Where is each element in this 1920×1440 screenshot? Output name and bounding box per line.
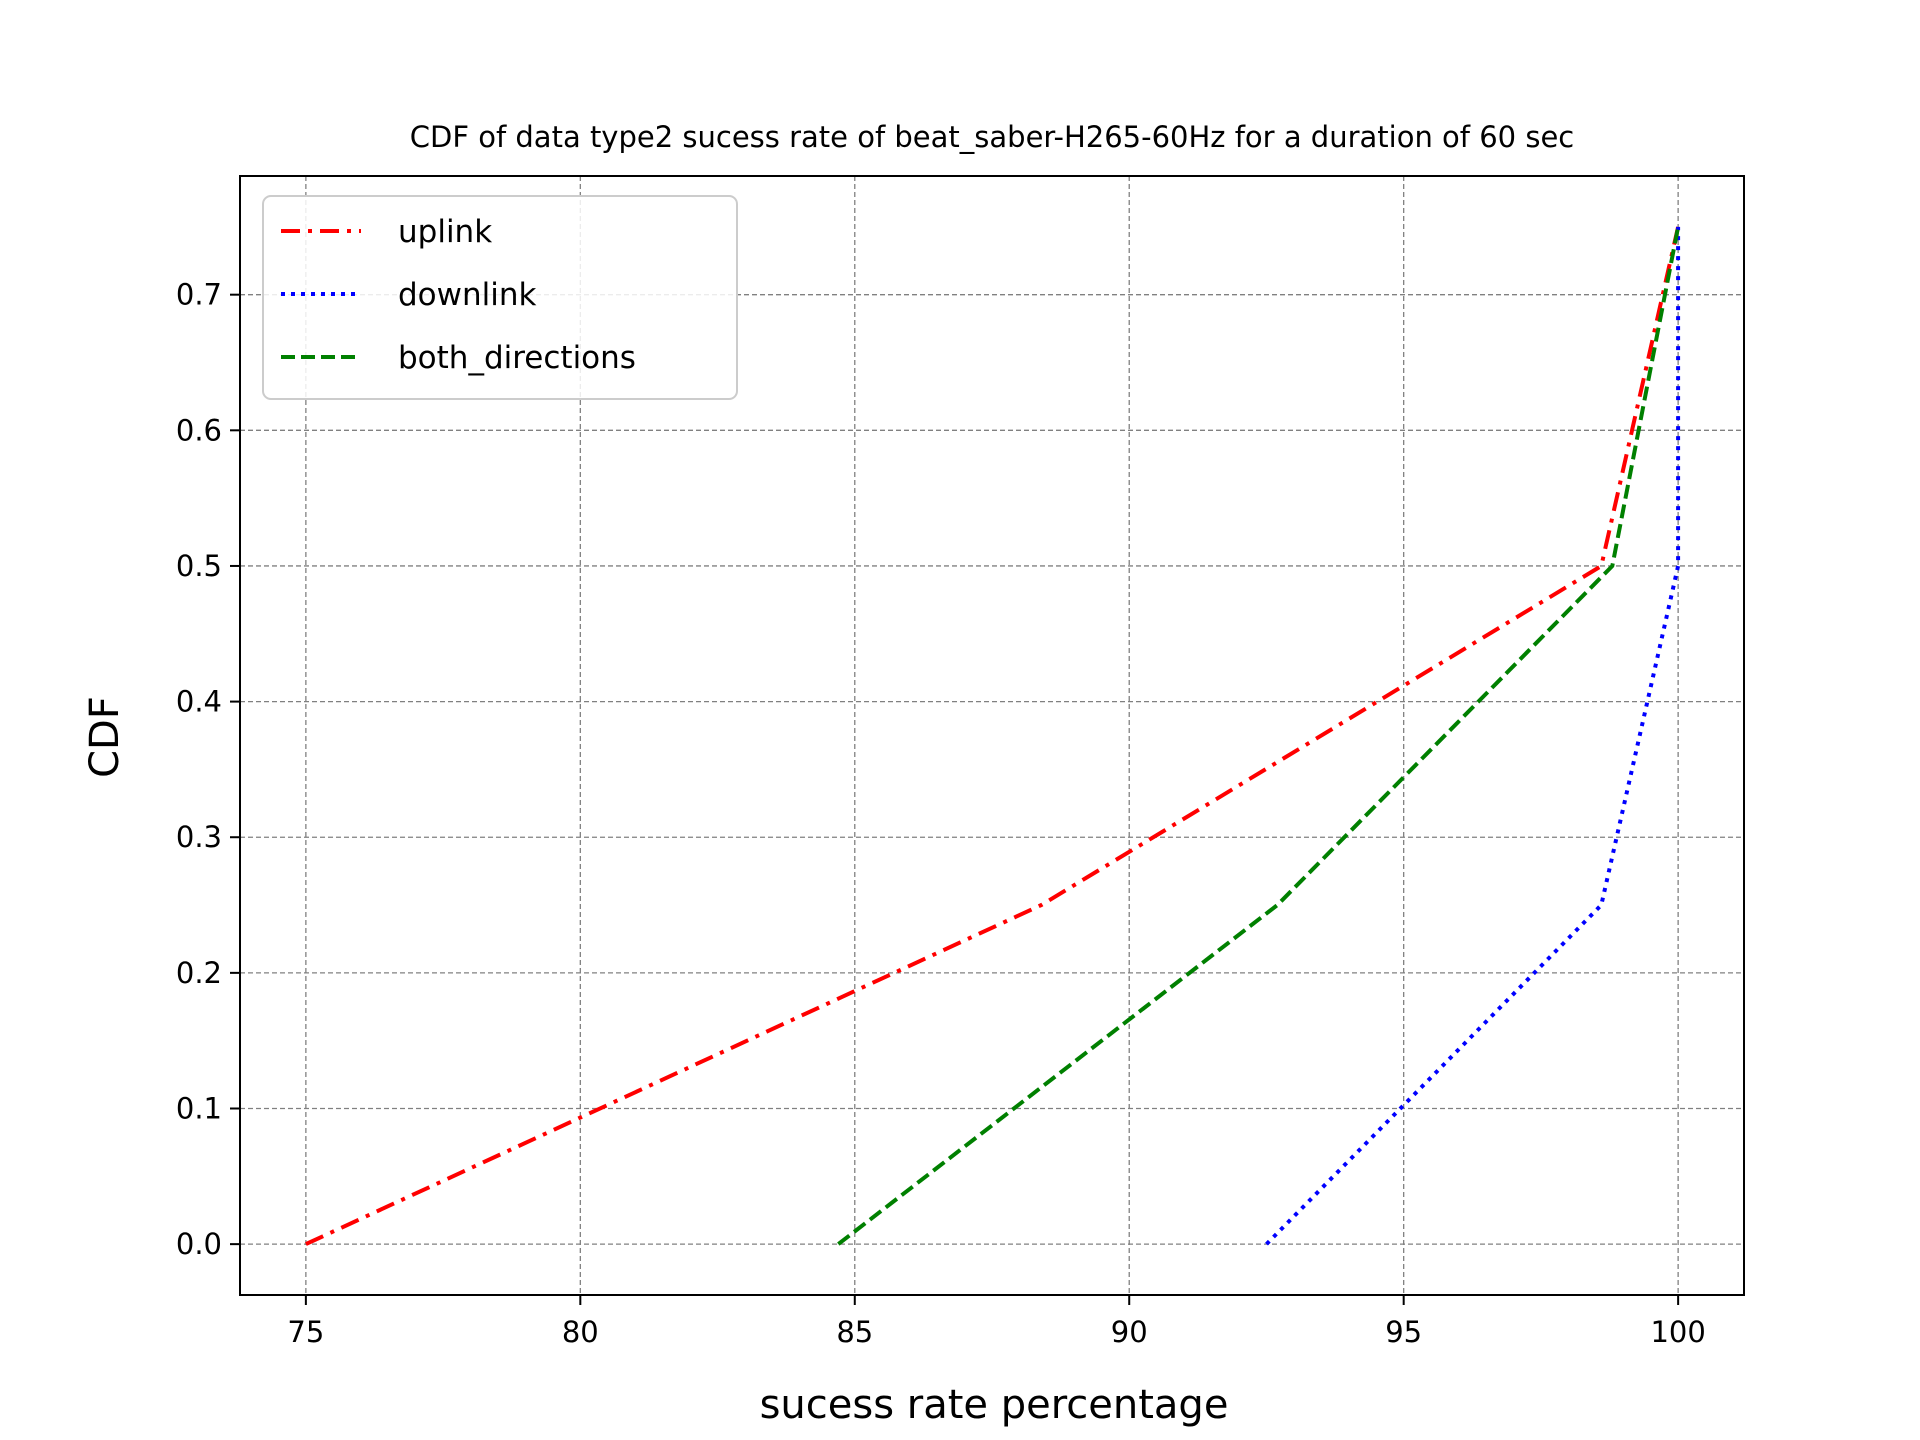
- y-tick-label: 0.4: [176, 685, 222, 719]
- legend: uplink downlink both_directions: [262, 195, 738, 400]
- x-tick-label: 75: [287, 1315, 324, 1349]
- series-line-downlink: [1265, 226, 1681, 1246]
- series-layer: [305, 226, 1681, 1246]
- series-line-both-directions: [837, 226, 1681, 1246]
- x-tick-label: 85: [836, 1315, 873, 1349]
- x-axis-label: sucess rate percentage: [760, 1382, 1229, 1428]
- y-tick-label: 0.0: [176, 1227, 222, 1261]
- y-tick-label: 0.6: [176, 413, 222, 447]
- plot-frame: [239, 175, 1745, 1296]
- y-axis-ticks: 0.0 0.1 0.2 0.3 0.4 0.5 0.6 0.7: [176, 278, 240, 1261]
- legend-items: uplink downlink both_directions: [281, 214, 636, 376]
- y-tick-label: 0.3: [176, 820, 222, 854]
- x-tick-label: 95: [1385, 1315, 1422, 1349]
- y-tick-label: 0.7: [176, 278, 222, 312]
- y-axis-label: CDF: [82, 696, 128, 778]
- legend-label-both-directions: both_directions: [398, 340, 636, 376]
- legend-box: [262, 195, 738, 400]
- x-tick-label: 90: [1111, 1315, 1148, 1349]
- x-tick-label: 100: [1650, 1315, 1705, 1349]
- legend-label-downlink: downlink: [398, 277, 537, 313]
- series-line-uplink: [305, 226, 1681, 1246]
- x-axis-ticks: 75 80 85 90 95 100: [287, 1295, 1706, 1349]
- y-tick-label: 0.2: [176, 956, 222, 990]
- y-tick-label: 0.1: [176, 1092, 222, 1126]
- x-tick-label: 80: [562, 1315, 599, 1349]
- chart-title: CDF of data type2 sucess rate of beat_sa…: [410, 120, 1575, 154]
- legend-label-uplink: uplink: [398, 214, 492, 250]
- y-tick-label: 0.5: [176, 549, 222, 583]
- grid: [240, 176, 1744, 1295]
